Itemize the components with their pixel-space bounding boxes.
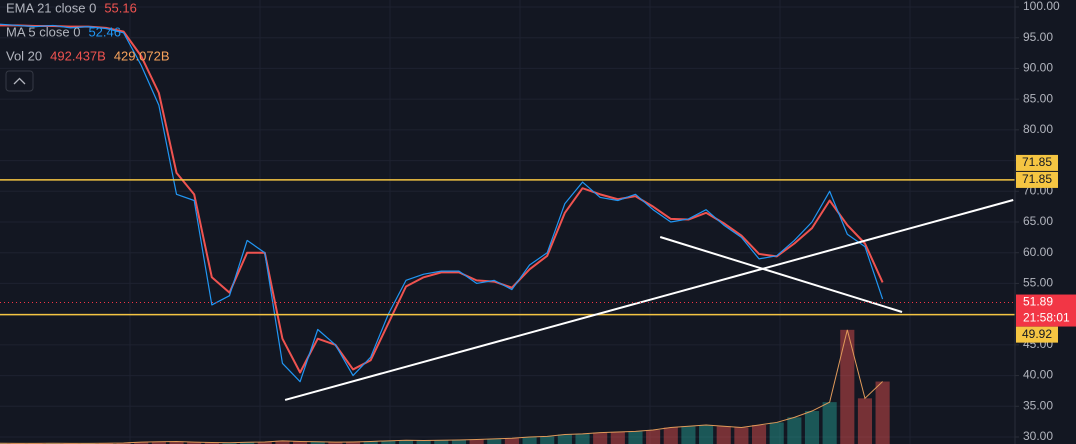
volume-bar — [204, 442, 219, 444]
volume-bar — [751, 424, 767, 444]
y-tick-label: 80.00 — [1023, 122, 1053, 136]
volume-bar — [134, 442, 149, 444]
legend-value: 55.16 — [104, 0, 137, 15]
volume-bar — [663, 427, 678, 444]
volume-bar — [416, 440, 431, 444]
level-tag — [1016, 171, 1058, 188]
y-tick-label: 85.00 — [1023, 91, 1053, 105]
collapse-button[interactable] — [5, 70, 34, 92]
last-price-label: 51.89 — [1023, 295, 1053, 309]
volume-bar — [469, 439, 484, 444]
volume-bar — [293, 441, 308, 444]
volume-bar — [151, 441, 166, 444]
volume-bar — [610, 431, 625, 444]
plot — [0, 23, 1015, 401]
collapse-icon — [13, 77, 26, 85]
volume-bar — [434, 440, 449, 444]
volume-bar — [787, 417, 802, 444]
volume-bar — [557, 434, 572, 444]
volume-bar — [328, 442, 343, 444]
legend-name: Vol 20 — [6, 48, 42, 63]
volume-bar — [257, 441, 272, 444]
volume-bar — [593, 432, 608, 444]
y-tick-label: 55.00 — [1023, 276, 1053, 290]
level-tag — [1016, 154, 1058, 171]
volume-bar — [116, 442, 131, 444]
volume-bar — [540, 436, 555, 444]
legend-name: EMA 21 close 0 — [6, 0, 96, 15]
volume-bar — [716, 426, 731, 444]
volume-bar — [345, 441, 361, 444]
volume-bar — [769, 422, 784, 444]
y-tick-label: 40.00 — [1023, 368, 1053, 382]
level-label: 71.85 — [1022, 155, 1052, 169]
volume-bar — [575, 433, 590, 444]
volume-bar — [487, 438, 502, 444]
legend-value: 429.072B — [114, 48, 170, 63]
y-tick-label: 95.00 — [1023, 30, 1053, 44]
volume-bar — [699, 424, 714, 444]
level-tag — [1016, 326, 1058, 343]
volume-bar — [681, 426, 696, 444]
trend-line — [659, 236, 903, 313]
y-tick-label: 60.00 — [1023, 245, 1053, 259]
volume-pane — [0, 329, 890, 444]
volume-bar — [804, 411, 820, 444]
legend-value: 492.437B — [50, 48, 106, 63]
level-label: 49.92 — [1022, 327, 1052, 341]
volume-bar — [504, 438, 519, 444]
volume-bar — [240, 442, 255, 444]
level-label: 71.85 — [1022, 172, 1052, 186]
legend: EMA 21 close 0 55.16 MA 5 close 0 52.46 Vol … — [6, 0, 170, 63]
trend-line — [284, 199, 1014, 401]
volume-bar — [628, 431, 643, 444]
volume-bar — [522, 437, 537, 444]
volume-bar — [187, 442, 202, 444]
y-tick-label: 35.00 — [1023, 398, 1053, 412]
price-axis: 30.0035.0040.0045.0050.0055.0060.0065.00… — [1015, 0, 1076, 443]
legend-value: 52.46 — [88, 24, 121, 39]
volume-bar — [646, 430, 661, 444]
legend-name: MA 5 close 0 — [6, 24, 80, 39]
series-line — [0, 24, 884, 374]
volume-bar — [857, 398, 873, 444]
last-price-tag — [1016, 294, 1076, 327]
volume-ma — [0, 329, 883, 444]
volume-bar — [381, 440, 396, 444]
volume-bar — [222, 442, 237, 444]
volume-bar — [451, 439, 467, 444]
y-tick-label: 100.00 — [1023, 0, 1060, 13]
grid — [0, 0, 1015, 444]
y-tick-label: 30.00 — [1023, 429, 1053, 443]
volume-bar — [822, 402, 837, 444]
volume-bar — [275, 440, 290, 444]
volume-bar — [169, 441, 184, 444]
series-line — [0, 23, 884, 383]
volume-bar — [363, 441, 378, 444]
volume-bar — [310, 441, 325, 444]
volume-bar — [840, 329, 855, 444]
volume-bar — [875, 381, 890, 444]
y-tick-label: 65.00 — [1023, 214, 1053, 228]
countdown-label: 21:58:01 — [1023, 311, 1070, 325]
volume-bar — [398, 440, 414, 444]
volume-bar — [734, 427, 749, 444]
y-tick-label: 90.00 — [1023, 61, 1053, 75]
